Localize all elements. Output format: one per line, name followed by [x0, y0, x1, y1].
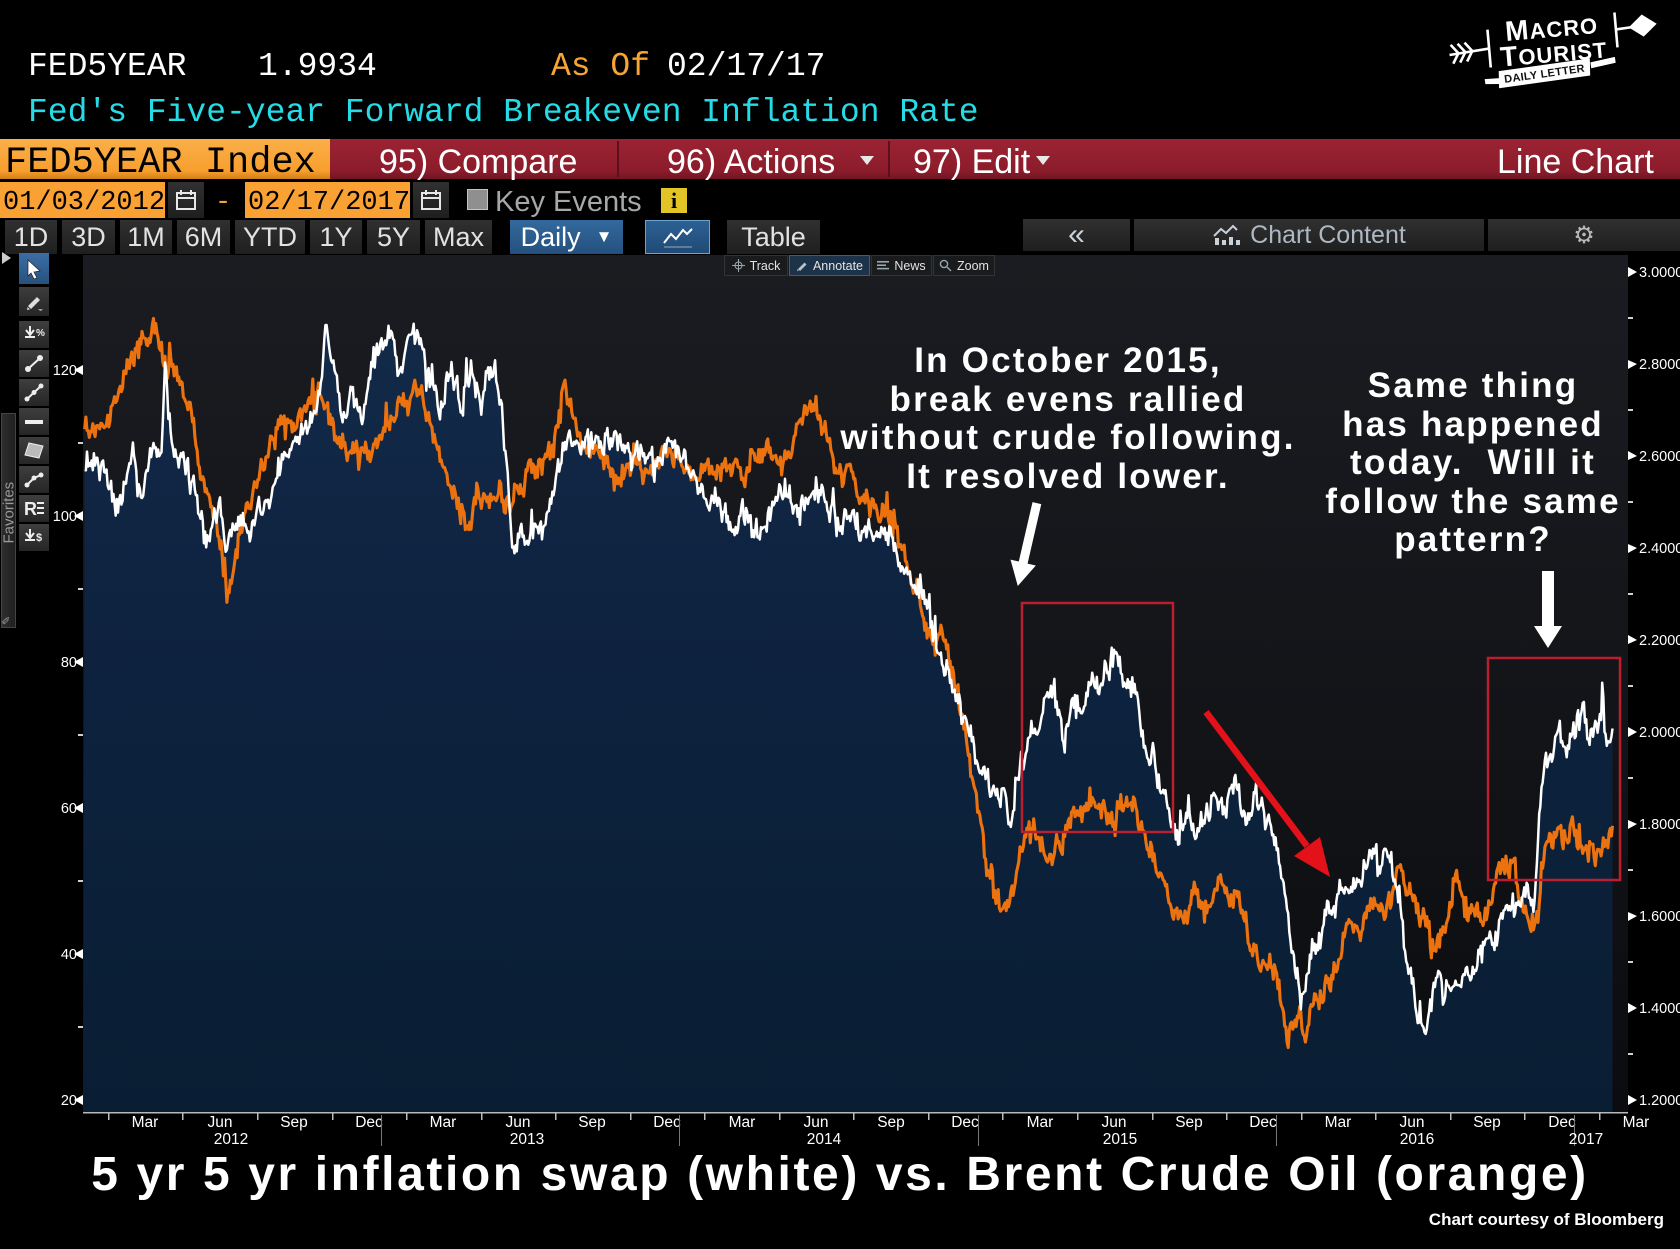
svg-text:2016: 2016: [1400, 1131, 1434, 1148]
svg-text:Jun: Jun: [208, 1114, 233, 1131]
svg-text:Mar: Mar: [1325, 1114, 1352, 1131]
svg-text:Dec: Dec: [355, 1114, 383, 1131]
svg-text:120: 120: [53, 363, 77, 379]
svg-text:Sep: Sep: [280, 1114, 308, 1131]
svg-text:80: 80: [61, 655, 77, 671]
svg-text:$: $: [36, 532, 42, 544]
svg-text:Jun: Jun: [1400, 1114, 1425, 1131]
svg-text:2017: 2017: [1569, 1131, 1603, 1148]
svg-text:Dec: Dec: [951, 1114, 979, 1131]
svg-text:Mar: Mar: [1623, 1114, 1650, 1131]
svg-text:R: R: [24, 499, 37, 519]
svg-text:2.4000: 2.4000: [1639, 541, 1680, 557]
svg-text:Sep: Sep: [1473, 1114, 1501, 1131]
svg-text:Mar: Mar: [132, 1114, 159, 1131]
svg-text:Sep: Sep: [877, 1114, 905, 1131]
svg-text:Dec: Dec: [653, 1114, 681, 1131]
svg-text:2.8000: 2.8000: [1639, 357, 1680, 373]
svg-text:40: 40: [61, 947, 77, 963]
svg-text:Dec: Dec: [1548, 1114, 1576, 1131]
svg-text:1.8000: 1.8000: [1639, 817, 1680, 833]
svg-text:2014: 2014: [807, 1131, 842, 1148]
svg-text:100: 100: [53, 509, 77, 525]
svg-text:%: %: [36, 328, 45, 339]
svg-text:Sep: Sep: [578, 1114, 606, 1131]
svg-text:2.6000: 2.6000: [1639, 449, 1680, 465]
svg-text:Jun: Jun: [804, 1114, 829, 1131]
svg-text:Dec: Dec: [1249, 1114, 1277, 1131]
svg-text:Mar: Mar: [430, 1114, 457, 1131]
svg-text:60: 60: [61, 801, 77, 817]
svg-text:Mar: Mar: [1027, 1114, 1054, 1131]
svg-text:2.2000: 2.2000: [1639, 633, 1680, 649]
svg-text:2013: 2013: [510, 1131, 544, 1148]
svg-text:1.2000: 1.2000: [1639, 1093, 1680, 1109]
svg-text:Sep: Sep: [1175, 1114, 1203, 1131]
svg-text:Jun: Jun: [1102, 1114, 1127, 1131]
svg-text:Mar: Mar: [729, 1114, 756, 1131]
svg-text:2015: 2015: [1103, 1131, 1137, 1148]
svg-text:Jun: Jun: [506, 1114, 531, 1131]
svg-text:2.0000: 2.0000: [1639, 725, 1680, 741]
svg-text:2012: 2012: [214, 1131, 248, 1148]
svg-text:20: 20: [61, 1093, 77, 1109]
svg-text:1.6000: 1.6000: [1639, 909, 1680, 925]
svg-text:1.4000: 1.4000: [1639, 1001, 1680, 1017]
svg-text:3.0000: 3.0000: [1639, 265, 1680, 281]
